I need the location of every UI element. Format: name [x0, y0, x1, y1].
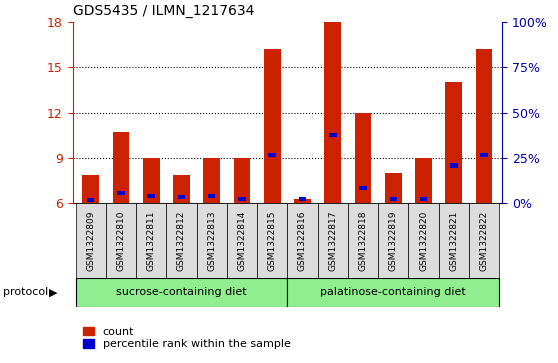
Text: GSM1322815: GSM1322815: [268, 210, 277, 271]
FancyBboxPatch shape: [257, 203, 287, 278]
Bar: [329, 133, 336, 137]
Bar: [87, 198, 94, 203]
Bar: [204, 158, 220, 203]
Text: GSM1322819: GSM1322819: [389, 210, 398, 271]
Text: palatinose-containing diet: palatinose-containing diet: [320, 287, 466, 297]
Text: GSM1322821: GSM1322821: [449, 210, 458, 271]
FancyBboxPatch shape: [287, 203, 318, 278]
Text: GSM1322817: GSM1322817: [328, 210, 337, 271]
Bar: [476, 49, 492, 203]
Bar: [359, 186, 367, 190]
Bar: [83, 175, 99, 203]
Text: GSM1322812: GSM1322812: [177, 210, 186, 271]
Bar: [238, 197, 246, 201]
Bar: [324, 22, 341, 203]
Bar: [147, 193, 155, 198]
Bar: [420, 197, 427, 201]
Text: GSM1322809: GSM1322809: [86, 210, 95, 271]
FancyBboxPatch shape: [106, 203, 136, 278]
Text: ▶: ▶: [49, 287, 57, 297]
FancyBboxPatch shape: [469, 203, 499, 278]
Text: protocol: protocol: [3, 287, 48, 297]
FancyBboxPatch shape: [378, 203, 408, 278]
Legend: count, percentile rank within the sample: count, percentile rank within the sample: [78, 322, 295, 354]
Bar: [450, 163, 458, 168]
Text: GSM1322813: GSM1322813: [207, 210, 217, 271]
Text: GSM1322820: GSM1322820: [419, 210, 428, 271]
Bar: [355, 113, 371, 203]
Bar: [445, 82, 462, 203]
FancyBboxPatch shape: [75, 203, 106, 278]
Bar: [178, 195, 185, 199]
Text: GDS5435 / ILMN_1217634: GDS5435 / ILMN_1217634: [73, 4, 254, 18]
Bar: [234, 158, 251, 203]
FancyBboxPatch shape: [287, 278, 499, 307]
Bar: [299, 197, 306, 201]
FancyBboxPatch shape: [439, 203, 469, 278]
Bar: [113, 132, 129, 203]
FancyBboxPatch shape: [75, 278, 287, 307]
Bar: [268, 153, 276, 157]
Bar: [294, 199, 311, 203]
Bar: [208, 193, 215, 198]
Bar: [264, 49, 281, 203]
Bar: [385, 173, 402, 203]
Text: GSM1322811: GSM1322811: [147, 210, 156, 271]
FancyBboxPatch shape: [318, 203, 348, 278]
Text: GSM1322822: GSM1322822: [479, 211, 489, 270]
FancyBboxPatch shape: [348, 203, 378, 278]
Text: GSM1322814: GSM1322814: [238, 210, 247, 271]
FancyBboxPatch shape: [136, 203, 166, 278]
Bar: [117, 191, 124, 195]
Bar: [415, 158, 432, 203]
Bar: [143, 158, 160, 203]
Bar: [173, 175, 190, 203]
FancyBboxPatch shape: [166, 203, 196, 278]
Text: sucrose-containing diet: sucrose-containing diet: [116, 287, 247, 297]
Text: GSM1322810: GSM1322810: [117, 210, 126, 271]
FancyBboxPatch shape: [227, 203, 257, 278]
Text: GSM1322818: GSM1322818: [358, 210, 368, 271]
FancyBboxPatch shape: [408, 203, 439, 278]
Bar: [389, 197, 397, 201]
Text: GSM1322816: GSM1322816: [298, 210, 307, 271]
FancyBboxPatch shape: [196, 203, 227, 278]
Bar: [480, 153, 488, 157]
